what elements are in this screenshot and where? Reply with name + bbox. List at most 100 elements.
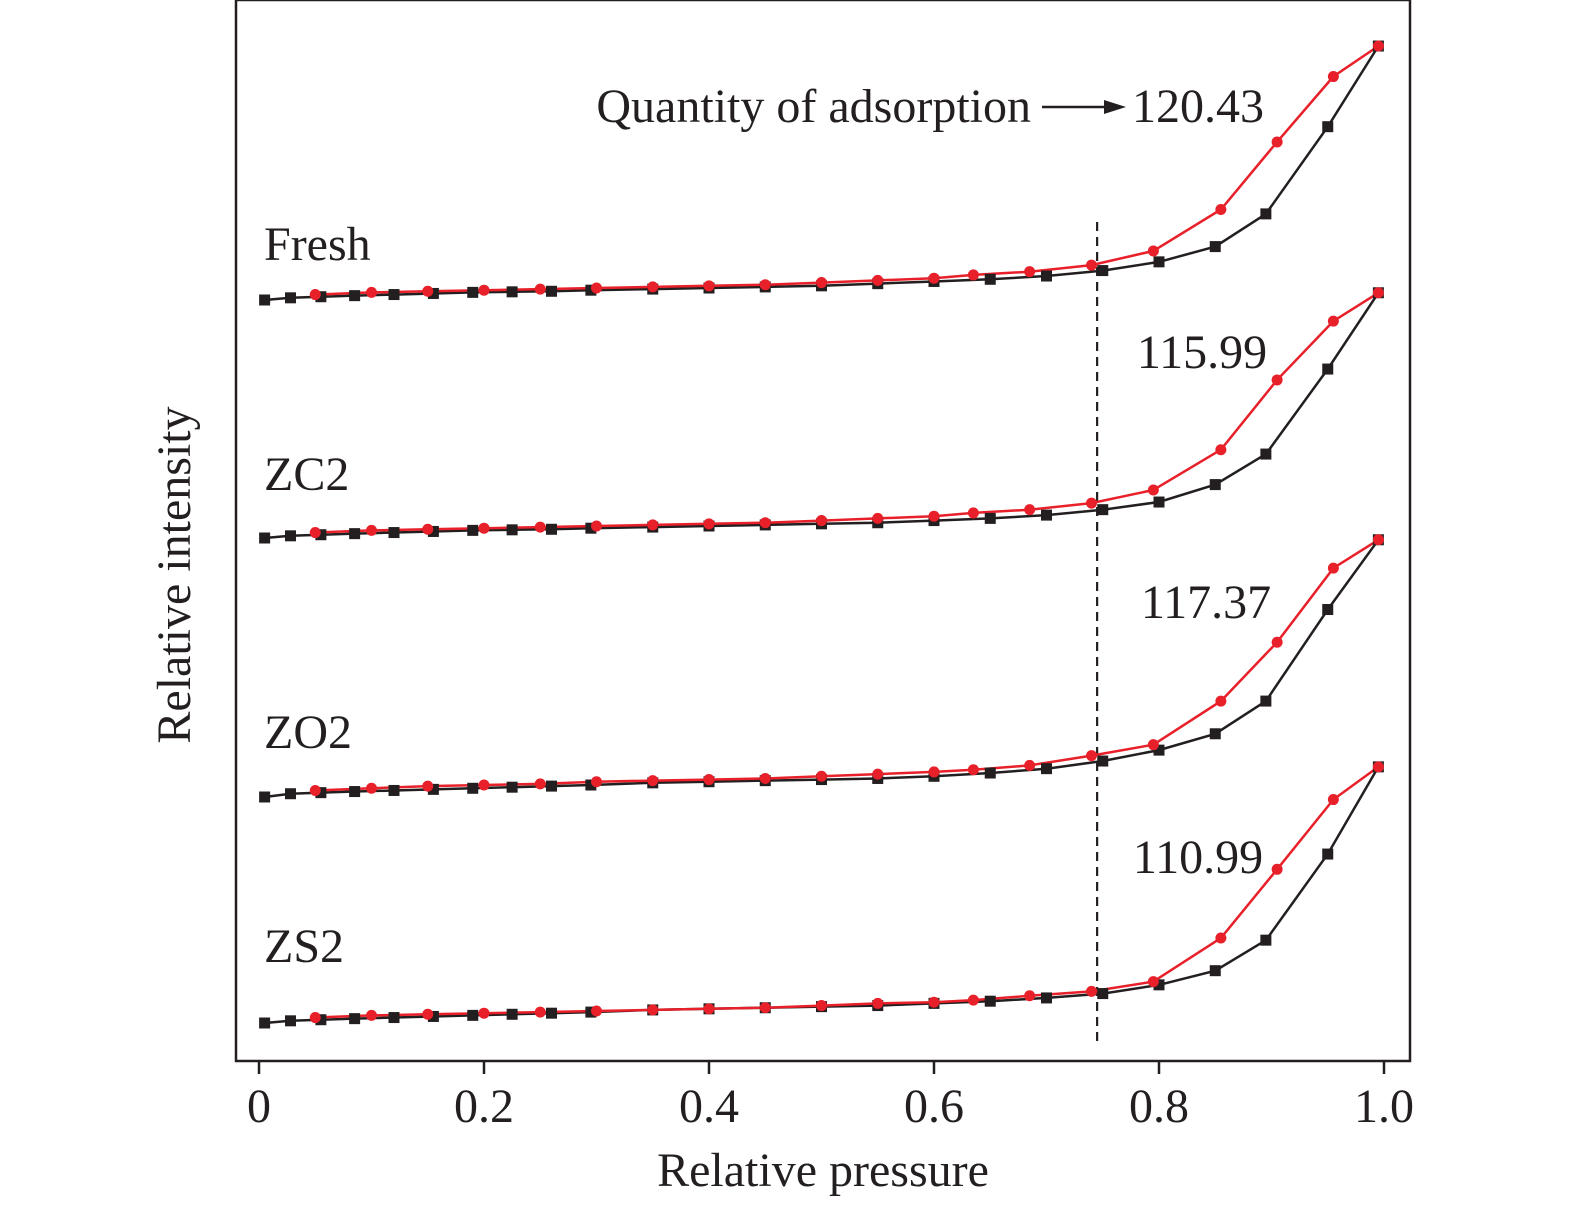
adsorption-point: [285, 788, 296, 800]
desorption-point: [928, 766, 940, 778]
desorption-point: [534, 1006, 546, 1018]
adsorption-point: [315, 529, 327, 541]
x-tick-label: 0.8: [1129, 1080, 1189, 1133]
adsorption-line: [264, 539, 1380, 799]
desorption-point: [1372, 534, 1384, 546]
desorption-point: [1215, 444, 1227, 456]
adsorption-point: [546, 285, 557, 297]
desorption-point: [591, 776, 602, 788]
desorption-point: [816, 1000, 827, 1012]
adsorption-point: [467, 286, 479, 298]
desorption-point: [366, 524, 377, 536]
desorption-point: [816, 770, 827, 782]
adsorption-line: [264, 45, 1380, 302]
desorption-point: [967, 269, 979, 281]
adsorption-point: [259, 791, 271, 803]
desorption-point: [703, 518, 715, 530]
desorption-point: [309, 527, 321, 539]
adsorption-point: [285, 1015, 296, 1027]
adsorption-point: [427, 287, 439, 299]
annotation-arrow: [1042, 100, 1126, 114]
adsorption-point: [1153, 979, 1165, 991]
sample-label: ZS2: [264, 920, 344, 973]
desorption-point: [422, 780, 434, 792]
desorption-point: [309, 289, 321, 301]
adsorption-point: [427, 783, 439, 795]
adsorption-point: [467, 1009, 479, 1021]
adsorption-point: [1209, 241, 1221, 253]
adsorption-point: [1322, 121, 1334, 133]
desorption-point: [647, 775, 659, 787]
desorption-point: [1327, 71, 1339, 83]
desorption-point: [366, 286, 377, 298]
desorption-point: [1327, 315, 1339, 327]
desorption-point: [1271, 136, 1283, 148]
adsorption-point: [1153, 256, 1165, 268]
desorption-point: [1147, 484, 1159, 496]
adsorption-point: [984, 995, 996, 1007]
desorption-point: [1086, 497, 1097, 509]
adsorption-point: [315, 1014, 327, 1026]
desorption-line: [315, 538, 1380, 792]
adsorption-point: [467, 524, 479, 536]
y-axis-title: Relative intensity: [148, 406, 201, 743]
desorption-point: [872, 512, 884, 524]
adsorption-point: [1322, 363, 1334, 375]
desorption-point: [309, 784, 321, 796]
adsorption-point: [388, 527, 400, 539]
adsorption-point: [315, 787, 327, 799]
x-axis-title: Relative pressure: [657, 1144, 989, 1197]
desorption-point: [647, 519, 659, 531]
adsorption-point: [259, 1017, 271, 1029]
adsorption-point: [1322, 848, 1334, 860]
adsorption-line: [264, 292, 1380, 540]
adsorption-point: [1209, 479, 1221, 491]
sample-zc2: [259, 287, 1384, 544]
sample-zs2: [259, 761, 1384, 1029]
adsorption-point: [388, 784, 400, 796]
adsorption-point: [427, 1010, 439, 1022]
desorption-point: [759, 1002, 771, 1014]
desorption-point: [591, 282, 602, 294]
adsorption-point: [984, 273, 996, 285]
desorption-point: [1086, 985, 1097, 997]
sample-label: ZO2: [264, 706, 352, 759]
desorption-point: [759, 517, 771, 529]
desorption-point: [759, 772, 771, 784]
desorption-point: [591, 520, 602, 532]
sample-label: Fresh: [264, 218, 371, 271]
desorption-point: [872, 997, 884, 1009]
x-axis-ticks: 0 0.2 0.4 0.6 0.8 1.0: [247, 1061, 1414, 1133]
adsorption-point: [1153, 744, 1165, 756]
adsorption-point: [506, 524, 518, 536]
x-tick-label: 1.0: [1354, 1080, 1414, 1133]
adsorption-point: [349, 528, 361, 540]
desorption-point: [309, 1012, 321, 1024]
adsorption-point: [315, 291, 327, 303]
desorption-point: [478, 284, 490, 296]
desorption-line: [315, 291, 1380, 534]
adsorption-point: [467, 782, 479, 794]
desorption-point: [591, 1005, 602, 1017]
desorption-point: [703, 280, 715, 292]
adsorption-point: [1041, 763, 1052, 775]
adsorption-point: [388, 289, 400, 301]
desorption-point: [422, 1008, 434, 1020]
adsorption-point: [1260, 448, 1272, 460]
adsorption-point: [1260, 695, 1272, 707]
desorption-point: [967, 764, 979, 776]
adsorption-point: [349, 1013, 361, 1025]
desorption-point: [647, 1004, 659, 1016]
desorption-point: [1215, 695, 1227, 707]
desorption-point: [928, 272, 940, 284]
adsorption-point: [585, 284, 597, 296]
desorption-point: [816, 515, 827, 527]
adsorption-value-label: 117.37: [1141, 576, 1271, 629]
desorption-point: [1215, 932, 1227, 944]
desorption-point: [967, 507, 979, 519]
desorption-point: [478, 1007, 490, 1019]
adsorption-point: [1041, 992, 1052, 1004]
adsorption-point: [506, 286, 518, 298]
desorption-point: [1024, 504, 1036, 516]
desorption-point: [534, 521, 546, 533]
